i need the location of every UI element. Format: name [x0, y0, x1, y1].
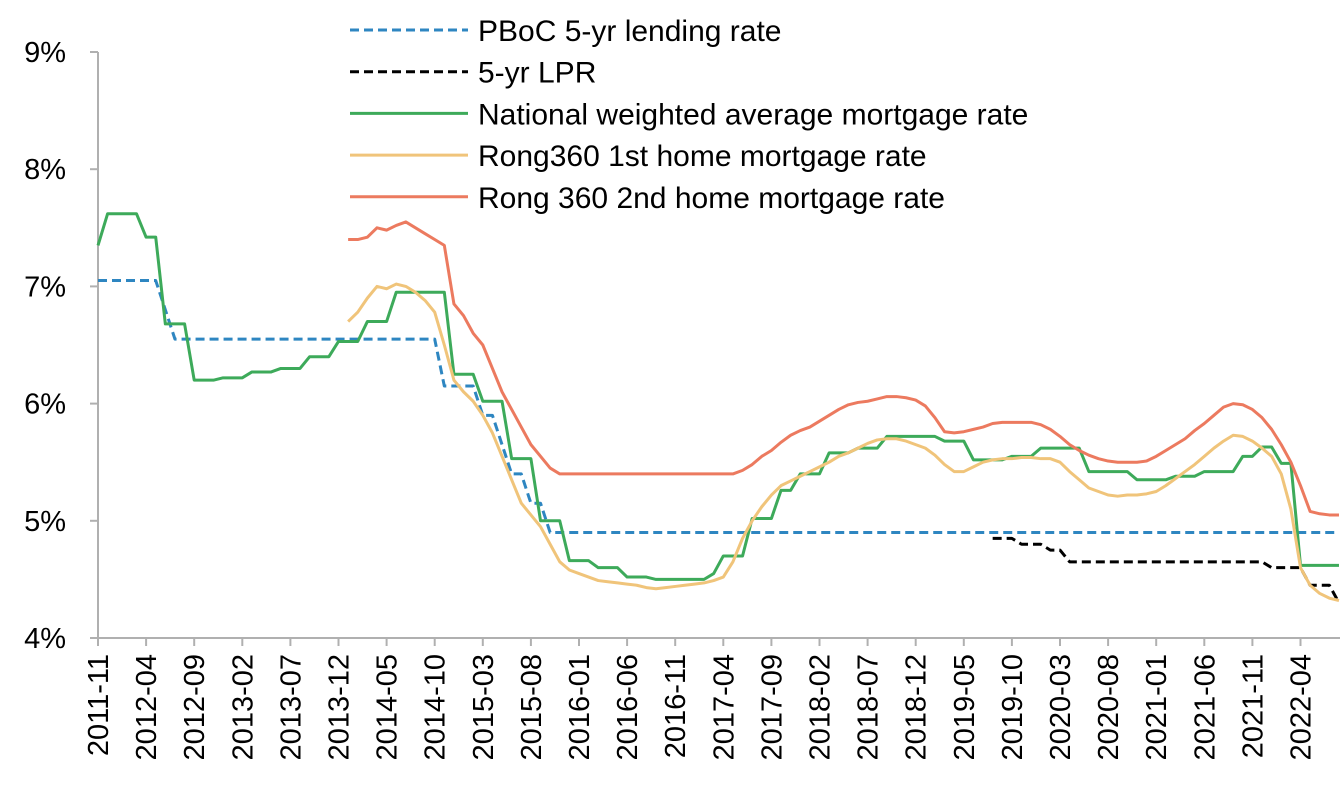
x-tick-label: 2021-06 [1189, 654, 1221, 760]
y-tick-label: 4% [24, 623, 66, 655]
x-tick-label: 2013-07 [275, 654, 307, 760]
legend-label: Rong360 1st home mortgage rate [478, 140, 927, 173]
series-line [347, 282, 1340, 602]
x-tick-label: 2017-09 [756, 654, 788, 760]
plot-lines [96, 212, 1340, 604]
x-tick-label: 2014-05 [372, 654, 404, 760]
x-tick-label: 2011-11 [83, 654, 115, 756]
legend-label: 5-yr LPR [478, 57, 596, 90]
legend-label: PBoC 5-yr lending rate [478, 15, 782, 48]
legend: PBoC 5-yr lending rate 5-yr LPR National w… [350, 15, 1028, 215]
y-tick-label: 9% [24, 37, 66, 69]
x-tick-label: 2021-11 [1237, 654, 1269, 758]
x-tick-label: 2018-12 [901, 654, 933, 760]
legend-label: National weighted average mortgage rate [478, 98, 1028, 131]
x-tick-label: 2016-11 [660, 654, 692, 758]
x-tick-label: 2014-10 [420, 654, 452, 760]
series-line [348, 220, 1339, 517]
x-tick-label: 2020-08 [1093, 654, 1125, 760]
series-line [992, 536, 1340, 604]
series-line [96, 212, 1339, 581]
x-tick-label: 2015-03 [468, 654, 500, 760]
x-tick-label: 2018-02 [805, 654, 837, 760]
x-tick-label: 2021-01 [1141, 654, 1173, 760]
x-tick-label: 2013-02 [227, 654, 259, 760]
legend-label: Rong 360 2nd home mortgage rate [478, 182, 945, 215]
x-tick-label: 2020-03 [1045, 654, 1077, 760]
y-tick-label: 5% [24, 506, 66, 538]
x-tick-label: 2016-06 [612, 654, 644, 760]
axes: 4% 5% 6% 7% 8% 9% 2011-11 2012-04 2012-09 2013-02… [24, 37, 1340, 760]
x-tick-label: 2013-12 [324, 654, 356, 760]
x-tick-label: 2015-08 [516, 654, 548, 760]
x-tick-label: 2019-05 [949, 654, 981, 760]
series-line [98, 279, 1339, 535]
x-tick-label: 2017-04 [708, 654, 740, 760]
x-tick-label: 2012-04 [131, 654, 163, 760]
x-tick-label: 2012-09 [179, 654, 211, 760]
x-tick-label: 2022-04 [1286, 654, 1318, 760]
y-tick-label: 7% [24, 271, 66, 303]
x-tick-label: 2019-10 [997, 654, 1029, 760]
y-tick-label: 8% [24, 154, 66, 186]
y-tick-label: 6% [24, 389, 66, 421]
x-tick-label: 2018-07 [853, 654, 885, 760]
x-tick-label: 2016-01 [564, 654, 596, 760]
